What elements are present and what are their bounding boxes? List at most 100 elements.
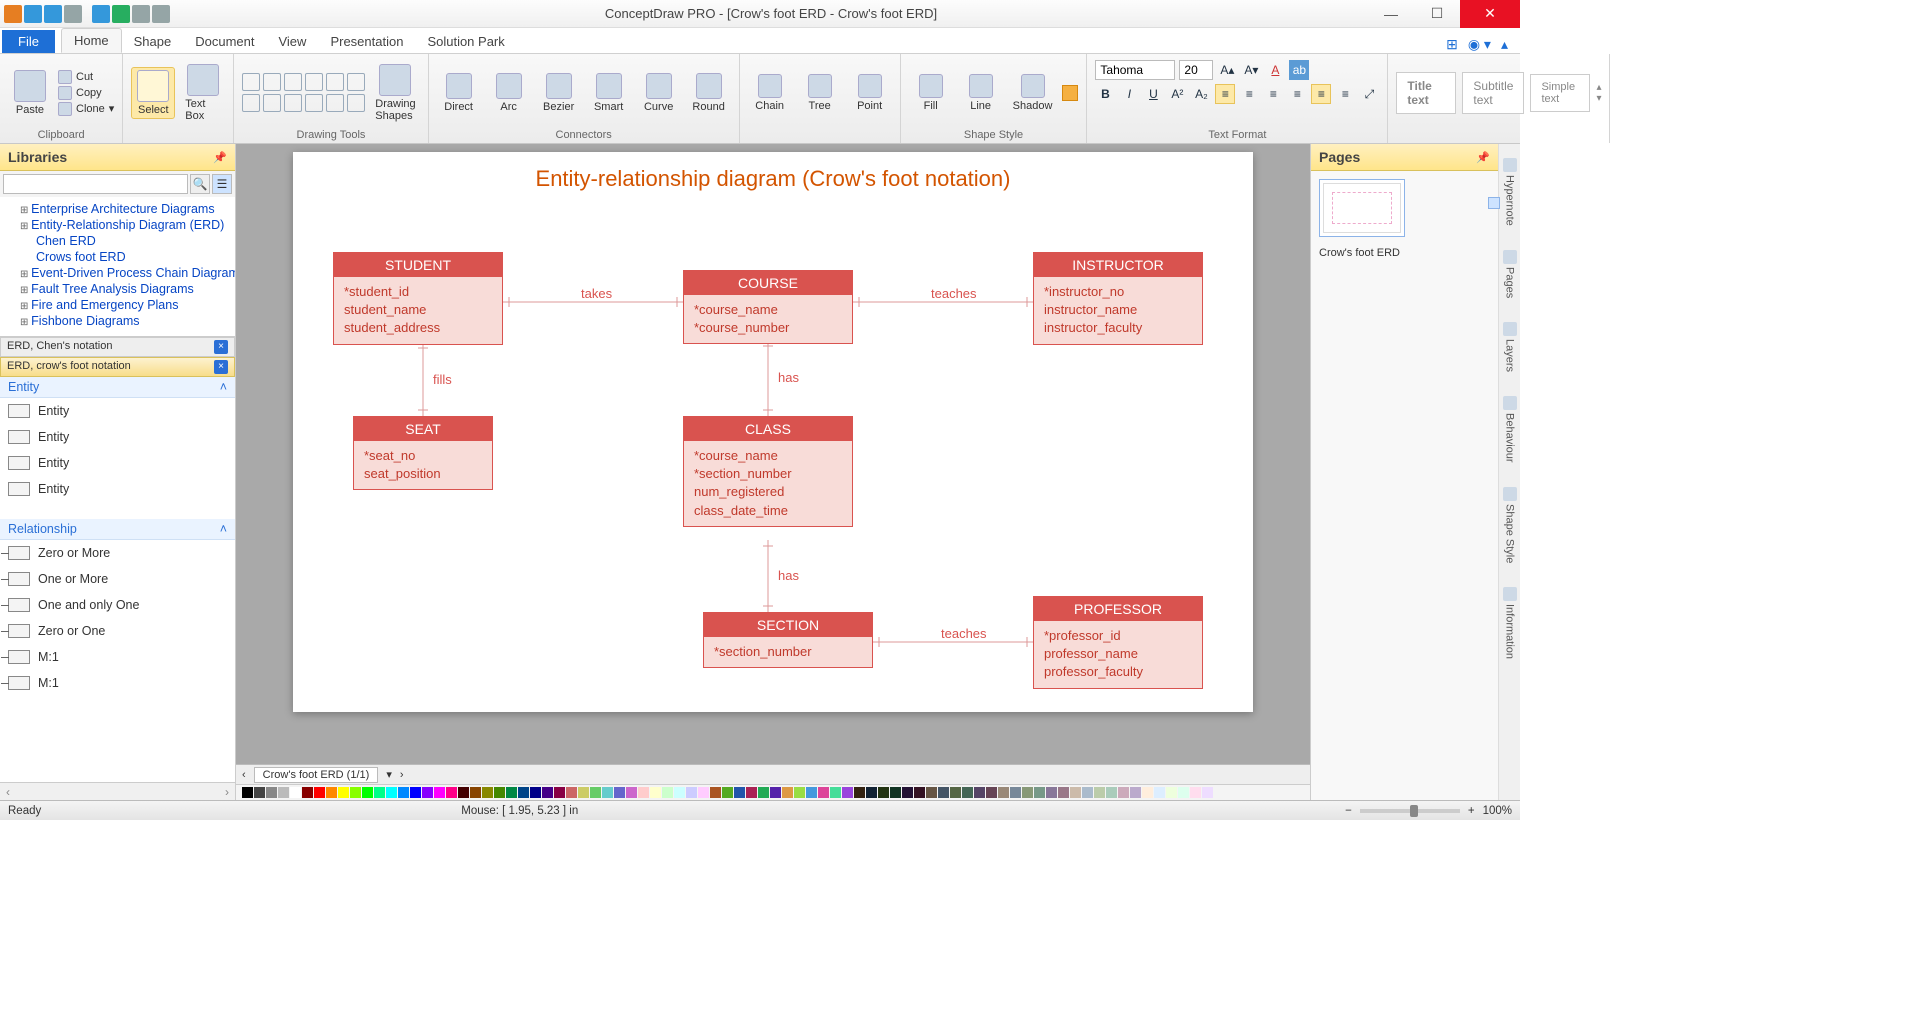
color-swatch[interactable] — [614, 787, 625, 798]
library-tree-node[interactable]: Fire and Emergency Plans — [8, 297, 227, 313]
zoom-in-button[interactable]: + — [1468, 805, 1475, 817]
page-tab[interactable]: Crow's foot ERD (1/1) — [254, 767, 379, 783]
list-view-icon[interactable]: ☰ — [212, 174, 232, 194]
simple-text-style[interactable]: Simple text — [1530, 74, 1590, 112]
color-swatch[interactable] — [962, 787, 973, 798]
library-item-relationship[interactable]: One or More — [0, 566, 235, 592]
color-swatch[interactable] — [554, 787, 565, 798]
close-button[interactable]: ✕ — [1460, 0, 1520, 28]
color-swatch[interactable] — [674, 787, 685, 798]
point-button[interactable]: Point — [848, 72, 892, 114]
color-swatch[interactable] — [998, 787, 1009, 798]
color-swatch[interactable] — [350, 787, 361, 798]
fill-button[interactable]: Fill — [909, 72, 953, 114]
color-swatch[interactable] — [302, 787, 313, 798]
side-tab-shape-style[interactable]: Shape Style — [1501, 481, 1519, 569]
search-icon[interactable]: 🔍 — [190, 174, 210, 194]
color-swatch[interactable] — [1070, 787, 1081, 798]
subtitle-text-style[interactable]: Subtitle text — [1462, 72, 1524, 114]
color-swatch[interactable] — [974, 787, 985, 798]
page-canvas[interactable]: Entity-relationship diagram (Crow's foot… — [293, 152, 1253, 712]
color-swatch[interactable] — [266, 787, 277, 798]
tree-button[interactable]: Tree — [798, 72, 842, 114]
color-swatch[interactable] — [1046, 787, 1057, 798]
library-item-entity[interactable]: Entity — [0, 424, 235, 450]
highlight-icon[interactable]: ab — [1289, 60, 1309, 80]
color-swatch[interactable] — [602, 787, 613, 798]
color-swatch[interactable] — [494, 787, 505, 798]
title-text-style[interactable]: Title text — [1396, 72, 1456, 114]
align-center-button[interactable]: ≡ — [1239, 84, 1259, 104]
color-swatch[interactable] — [746, 787, 757, 798]
color-swatch[interactable] — [842, 787, 853, 798]
color-swatch[interactable] — [926, 787, 937, 798]
color-swatch[interactable] — [1190, 787, 1201, 798]
color-swatch[interactable] — [986, 787, 997, 798]
library-tab[interactable]: ERD, crow's foot notation× — [0, 357, 235, 377]
color-swatch[interactable] — [650, 787, 661, 798]
valign-bottom-button[interactable]: ≡ — [1335, 84, 1355, 104]
curve-connector[interactable]: Curve — [637, 71, 681, 115]
textbox-tool[interactable]: Text Box — [181, 62, 225, 124]
color-swatch[interactable] — [434, 787, 445, 798]
align-right-button[interactable]: ≡ — [1263, 84, 1283, 104]
color-swatch[interactable] — [938, 787, 949, 798]
entity-professor[interactable]: PROFESSOR*professor_idprofessor_nameprof… — [1033, 596, 1203, 689]
library-item-relationship[interactable]: Zero or One — [0, 618, 235, 644]
color-swatch[interactable] — [446, 787, 457, 798]
qat-new-icon[interactable] — [24, 5, 42, 23]
side-tab-pages[interactable]: Pages — [1501, 244, 1519, 304]
grow-font-icon[interactable]: A▴ — [1217, 60, 1237, 80]
line-button[interactable]: Line — [959, 72, 1003, 114]
tab-shape[interactable]: Shape — [122, 30, 184, 53]
scroll-left-icon[interactable]: ‹ — [6, 785, 10, 799]
color-swatch[interactable] — [794, 787, 805, 798]
italic-button[interactable]: I — [1119, 84, 1139, 104]
library-tree-node[interactable]: Chen ERD — [8, 233, 227, 249]
bold-button[interactable]: B — [1095, 84, 1115, 104]
tab-solution-park[interactable]: Solution Park — [415, 30, 516, 53]
color-swatch[interactable] — [698, 787, 709, 798]
library-item-relationship[interactable]: Zero or More — [0, 540, 235, 566]
app-icon[interactable] — [4, 5, 22, 23]
chain-button[interactable]: Chain — [748, 72, 792, 114]
tab-view[interactable]: View — [266, 30, 318, 53]
color-swatch[interactable] — [422, 787, 433, 798]
tab-presentation[interactable]: Presentation — [318, 30, 415, 53]
page-thumbnail[interactable] — [1319, 179, 1405, 237]
library-tree-node[interactable]: Fault Tree Analysis Diagrams — [8, 281, 227, 297]
close-tab-icon[interactable]: × — [214, 360, 228, 374]
font-family-combo[interactable] — [1095, 60, 1175, 80]
color-swatch[interactable] — [566, 787, 577, 798]
color-swatch[interactable] — [1154, 787, 1165, 798]
page-tab-next[interactable]: › — [400, 769, 404, 781]
color-swatch[interactable] — [542, 787, 553, 798]
entity-class[interactable]: CLASS*course_name*section_numbernum_regi… — [683, 416, 853, 527]
scroll-right-icon[interactable]: › — [225, 785, 229, 799]
zoom-slider[interactable] — [1360, 809, 1460, 813]
library-tree[interactable]: Enterprise Architecture DiagramsEntity-R… — [0, 197, 235, 337]
color-swatch[interactable] — [890, 787, 901, 798]
color-swatch[interactable] — [830, 787, 841, 798]
text-direction-button[interactable]: ⤢ — [1359, 84, 1379, 104]
shape-picker[interactable] — [242, 73, 365, 112]
minimize-button[interactable]: — — [1368, 0, 1414, 28]
color-swatch[interactable] — [242, 787, 253, 798]
page-tab-prev[interactable]: ‹ — [242, 769, 246, 781]
color-swatch[interactable] — [1010, 787, 1021, 798]
valign-middle-button[interactable]: ≡ — [1311, 84, 1331, 104]
round-connector[interactable]: Round — [687, 71, 731, 115]
color-swatch[interactable] — [662, 787, 673, 798]
color-swatch[interactable] — [950, 787, 961, 798]
qat-redo-icon[interactable] — [112, 5, 130, 23]
canvas-scroll[interactable]: Entity-relationship diagram (Crow's foot… — [236, 144, 1310, 764]
color-swatch[interactable] — [878, 787, 889, 798]
superscript-button[interactable]: A² — [1167, 84, 1187, 104]
entity-seat[interactable]: SEAT*seat_noseat_position — [353, 416, 493, 490]
color-swatch[interactable] — [818, 787, 829, 798]
color-swatch[interactable] — [506, 787, 517, 798]
library-search-input[interactable] — [3, 174, 188, 194]
color-swatch[interactable] — [1094, 787, 1105, 798]
color-swatch[interactable] — [1118, 787, 1129, 798]
zoom-out-button[interactable]: − — [1345, 805, 1352, 817]
